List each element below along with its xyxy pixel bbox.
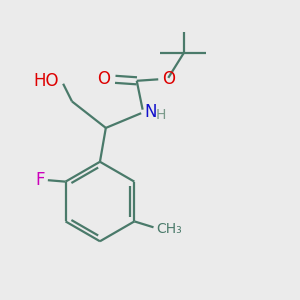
- Text: CH₃: CH₃: [157, 222, 182, 236]
- Text: H: H: [155, 108, 166, 122]
- Text: N: N: [144, 103, 157, 121]
- Text: O: O: [162, 70, 175, 88]
- Text: O: O: [97, 70, 110, 88]
- Text: F: F: [35, 171, 45, 189]
- Text: HO: HO: [33, 72, 59, 90]
